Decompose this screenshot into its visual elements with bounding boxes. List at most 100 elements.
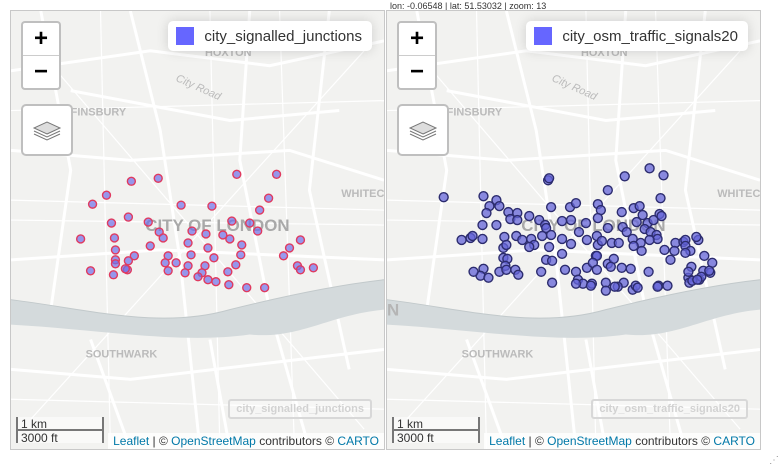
map-marker[interactable]	[524, 241, 535, 253]
map-marker[interactable]	[658, 170, 669, 181]
map-marker[interactable]	[186, 250, 196, 260]
map-marker[interactable]	[193, 272, 203, 282]
map-marker[interactable]	[259, 283, 270, 293]
map-marker[interactable]	[512, 214, 523, 226]
map-marker[interactable]	[85, 266, 96, 276]
map-marker[interactable]	[704, 265, 715, 276]
map-marker[interactable]	[75, 234, 86, 244]
map-marker[interactable]	[585, 280, 597, 291]
map-marker[interactable]	[483, 272, 494, 283]
map-marker[interactable]	[565, 214, 577, 226]
map-marker[interactable]	[634, 200, 645, 212]
basemap[interactable]: HOXTON FINSBURY WHITEC SOUTHWARK City Ro…	[11, 11, 384, 449]
map-marker[interactable]	[224, 280, 234, 290]
map-marker[interactable]	[656, 210, 667, 222]
map-marker[interactable]	[176, 200, 186, 210]
map-marker[interactable]	[225, 234, 235, 244]
basemap[interactable]: HOXTON FINSBURY WHITEC SOUTHWARK N City …	[387, 11, 760, 449]
map-marker[interactable]	[236, 250, 246, 260]
carto-link[interactable]: CARTO	[337, 434, 379, 448]
map-marker[interactable]	[203, 243, 213, 253]
map-marker[interactable]	[580, 217, 592, 229]
map-marker[interactable]	[659, 244, 670, 256]
map-marker[interactable]	[491, 219, 502, 231]
map-marker[interactable]	[456, 234, 467, 246]
map-marker[interactable]	[501, 264, 512, 275]
map-marker[interactable]	[129, 251, 140, 261]
map-marker[interactable]	[602, 222, 613, 234]
map-marker[interactable]	[545, 201, 557, 213]
map-marker[interactable]	[180, 268, 190, 278]
map-marker[interactable]	[438, 192, 449, 203]
map-marker[interactable]	[543, 241, 555, 253]
map-marker[interactable]	[691, 231, 702, 243]
map-marker[interactable]	[536, 230, 548, 242]
map-marker[interactable]	[203, 275, 213, 285]
map-marker[interactable]	[546, 277, 558, 288]
map-marker[interactable]	[278, 251, 289, 261]
map-marker[interactable]	[143, 217, 153, 227]
map-marker[interactable]	[232, 169, 242, 179]
map-marker[interactable]	[596, 235, 608, 247]
map-marker[interactable]	[616, 262, 627, 273]
map-marker[interactable]	[591, 264, 603, 275]
map-marker[interactable]	[209, 253, 219, 263]
map-marker[interactable]	[295, 265, 306, 275]
map-marker[interactable]	[478, 191, 489, 202]
map-marker[interactable]	[110, 259, 121, 269]
map-marker[interactable]	[110, 245, 121, 255]
map-marker[interactable]	[477, 233, 488, 245]
map-marker[interactable]	[513, 269, 524, 280]
map-marker[interactable]	[237, 240, 247, 250]
map-marker[interactable]	[187, 226, 197, 236]
map-marker[interactable]	[108, 270, 119, 280]
map-marker[interactable]	[565, 238, 577, 250]
map-marker[interactable]	[543, 173, 555, 184]
map-marker[interactable]	[540, 222, 552, 234]
map-marker[interactable]	[227, 216, 237, 226]
carto-link[interactable]: CARTO	[713, 434, 755, 448]
layers-button[interactable]	[397, 104, 449, 156]
map-marker[interactable]	[524, 210, 535, 222]
map-marker[interactable]	[616, 206, 627, 218]
map-marker[interactable]	[609, 281, 620, 292]
map-marker[interactable]	[621, 226, 632, 238]
map-marker[interactable]	[106, 218, 117, 228]
map-marker[interactable]	[699, 250, 710, 262]
map-marker[interactable]	[201, 229, 211, 239]
map-marker[interactable]	[632, 282, 643, 293]
map-marker[interactable]	[87, 199, 98, 209]
map-marker[interactable]	[517, 234, 528, 246]
map-marker[interactable]	[546, 255, 558, 267]
map-marker[interactable]	[680, 247, 691, 259]
map-marker[interactable]	[126, 176, 137, 186]
map-marker[interactable]	[171, 258, 181, 268]
map-marker[interactable]	[467, 230, 478, 242]
map-marker[interactable]	[644, 163, 655, 174]
map-panel-right[interactable]: HOXTON FINSBURY WHITEC SOUTHWARK N City …	[386, 10, 761, 450]
map-marker[interactable]	[628, 240, 639, 252]
zoom-out-button[interactable]: −	[399, 55, 435, 88]
map-marker[interactable]	[123, 256, 134, 266]
zoom-in-button[interactable]: +	[409, 25, 424, 52]
map-marker[interactable]	[665, 254, 676, 266]
map-marker[interactable]	[559, 264, 571, 275]
map-marker[interactable]	[605, 261, 616, 272]
map-marker[interactable]	[652, 281, 663, 292]
map-marker[interactable]	[284, 243, 295, 253]
map-marker[interactable]	[477, 219, 488, 231]
map-marker[interactable]	[468, 266, 479, 277]
map-marker[interactable]	[101, 190, 112, 200]
map-marker[interactable]	[145, 241, 155, 251]
zoom-out-button[interactable]: −	[23, 55, 59, 88]
zoom-in-button[interactable]: +	[33, 25, 48, 52]
map-marker[interactable]	[636, 245, 647, 257]
map-marker[interactable]	[655, 192, 666, 204]
map-marker[interactable]	[253, 226, 263, 236]
map-marker[interactable]	[581, 234, 593, 246]
osm-link[interactable]: OpenStreetMap	[547, 434, 632, 448]
map-marker[interactable]	[643, 266, 654, 277]
map-marker[interactable]	[573, 226, 585, 238]
map-marker[interactable]	[158, 233, 168, 243]
map-marker[interactable]	[613, 237, 624, 249]
